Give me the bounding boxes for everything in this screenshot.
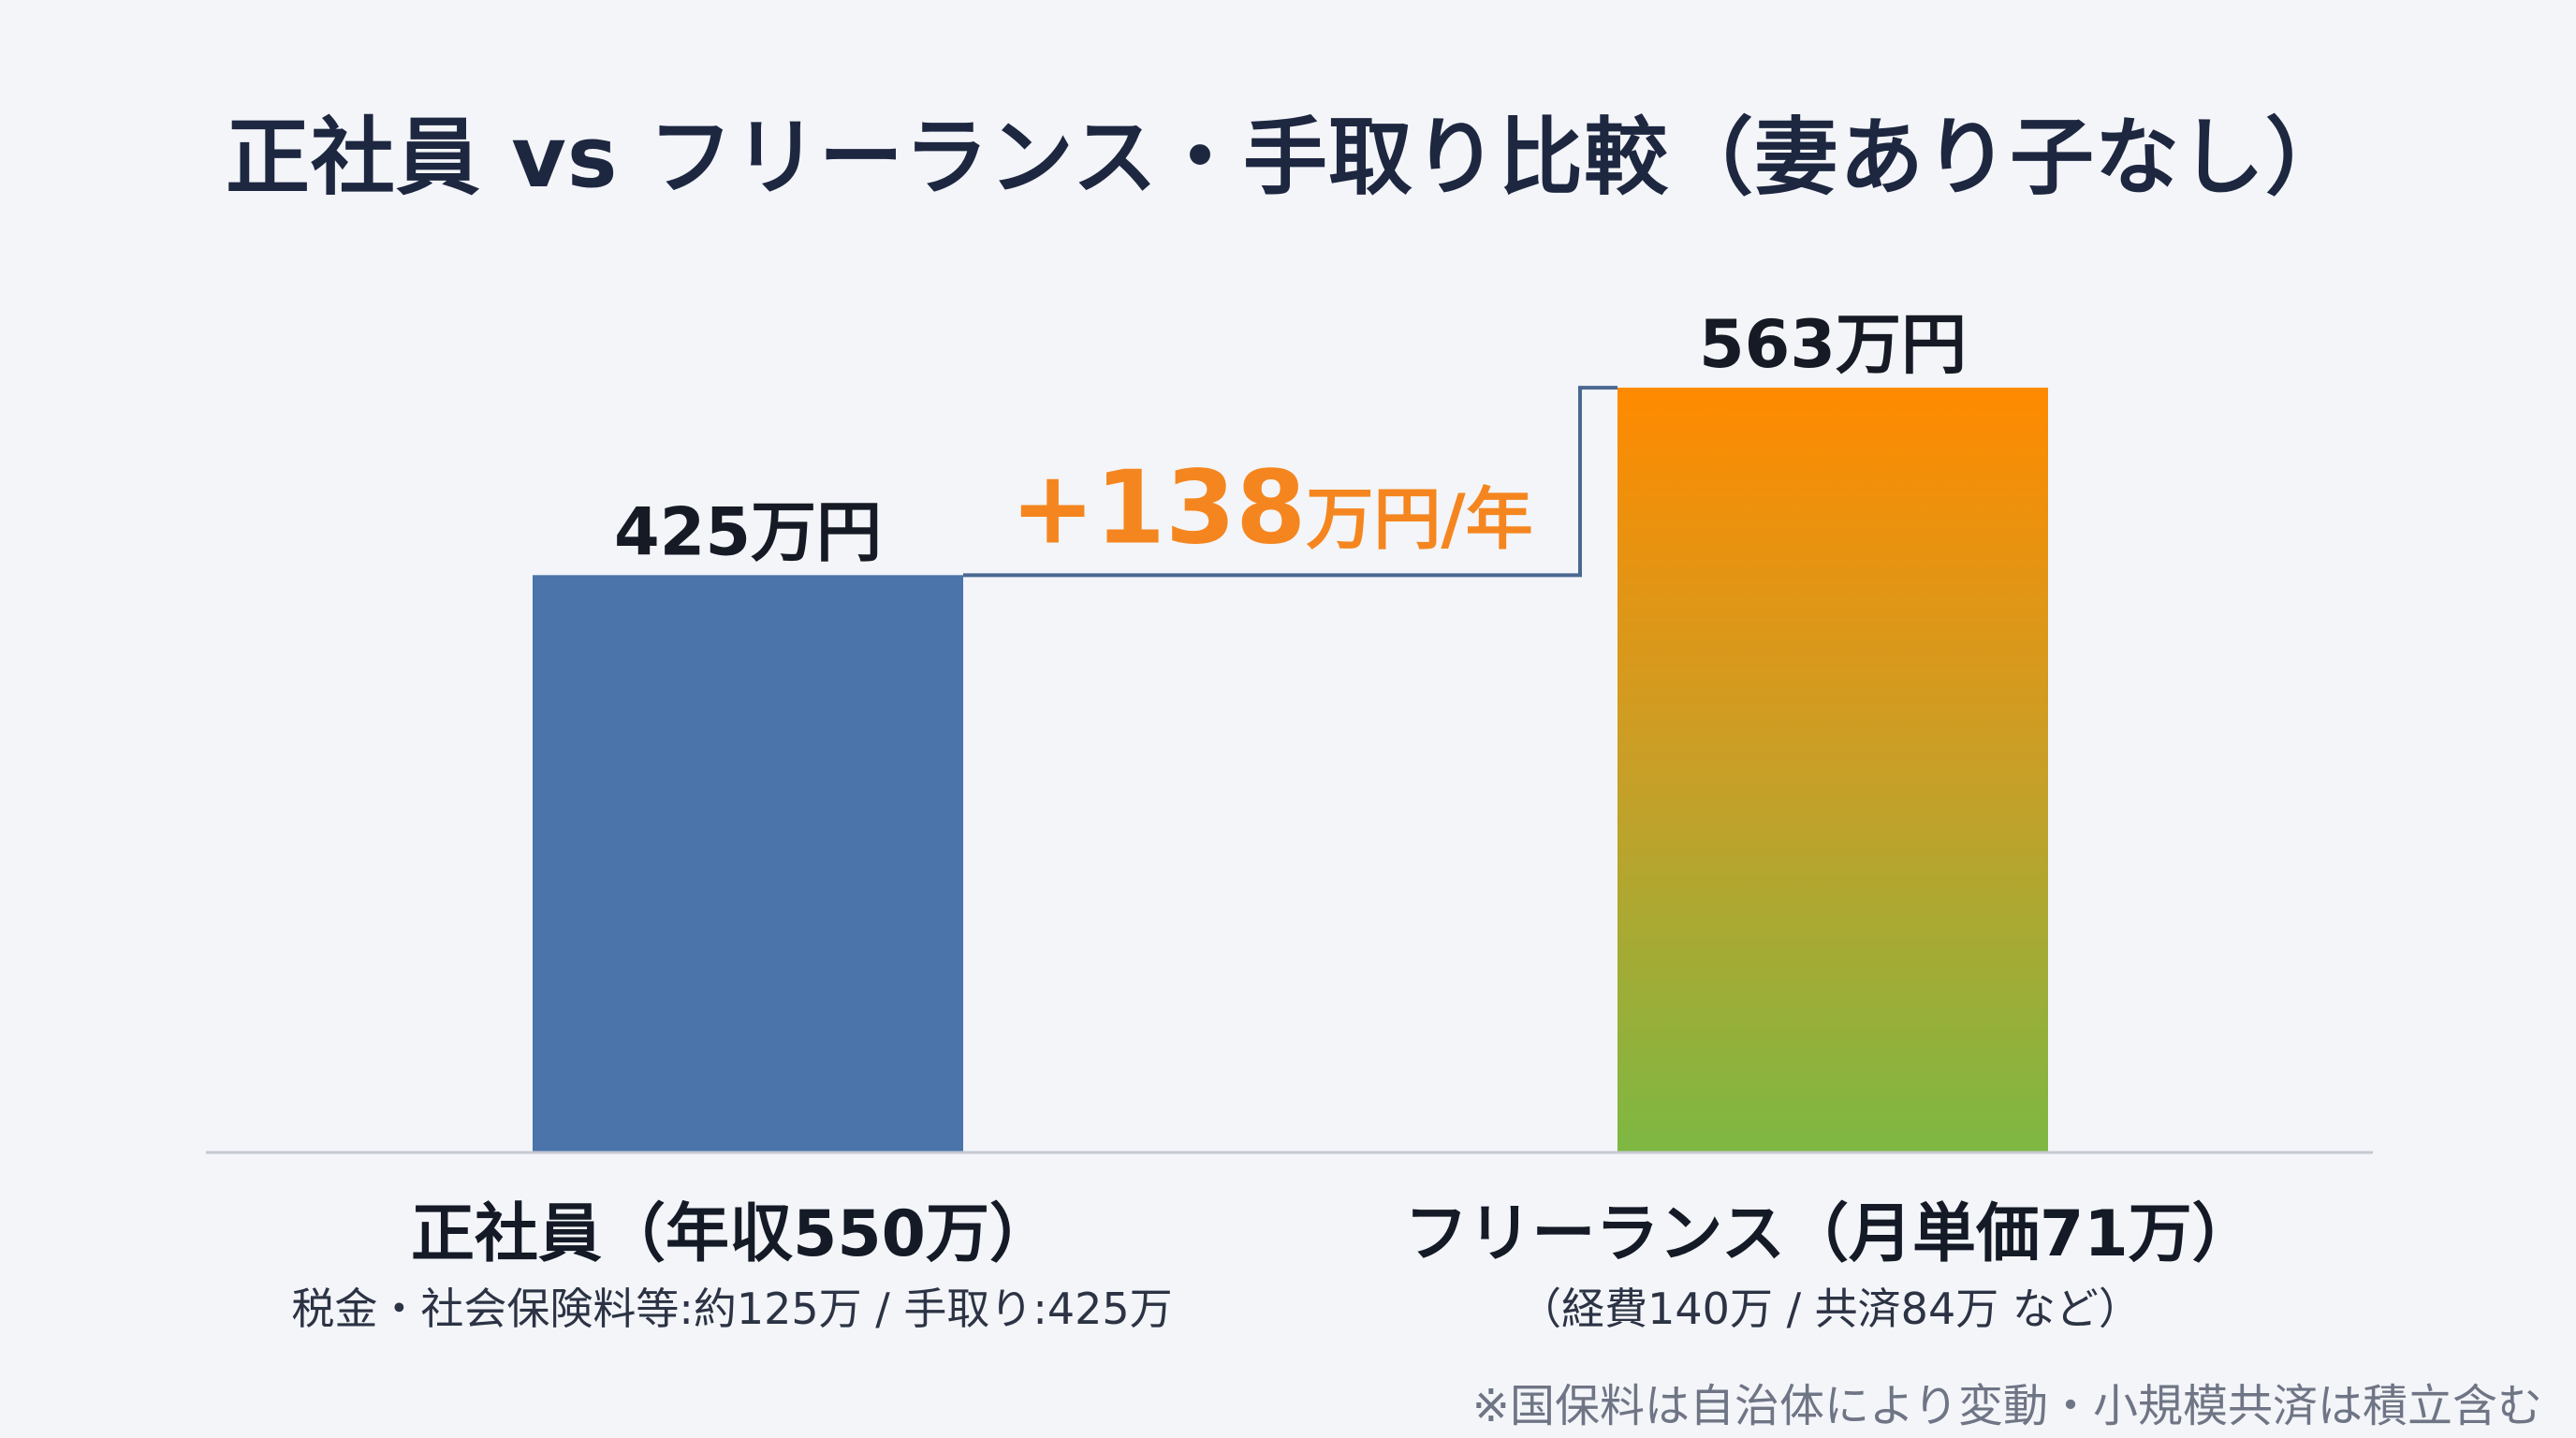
category-label-freelance: フリーランス（月単価71万） — [1404, 1197, 2256, 1271]
category-label-employee: 正社員（年収550万） — [411, 1197, 1053, 1271]
footnote: ※国保料は自治体により変動・小規模共済は積立含む — [1471, 1380, 2542, 1432]
difference-number: +138 — [1010, 449, 1306, 566]
chart-title: 正社員 vs フリーランス・手取り比較（妻あり子なし） — [225, 109, 2351, 207]
value-label-employee: 425万円 — [614, 493, 882, 570]
difference-label: +138万円/年 — [1010, 449, 1532, 566]
bar-employee — [533, 575, 963, 1152]
value-label-freelance: 563万円 — [1699, 306, 1967, 383]
category-sublabel-employee: 税金・社会保険料等:約125万 / 手取り:425万 — [291, 1284, 1173, 1334]
bar-freelance — [1617, 388, 2048, 1152]
difference-unit: 万円/年 — [1306, 479, 1532, 558]
difference-connector-line — [963, 386, 1617, 578]
category-sublabel-freelance: （経費140万 / 共済84万 など） — [1518, 1284, 2142, 1334]
